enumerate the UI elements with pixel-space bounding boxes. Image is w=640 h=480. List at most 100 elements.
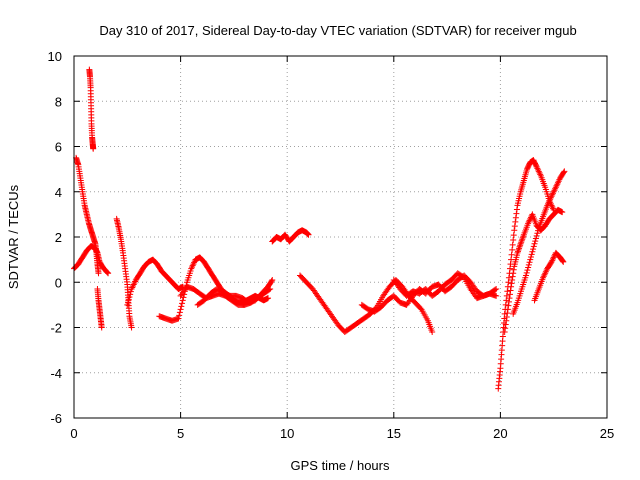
data-point xyxy=(530,246,537,253)
data-point xyxy=(527,256,534,263)
data-point xyxy=(127,288,134,295)
data-point xyxy=(510,266,517,273)
y-tick-label: 8 xyxy=(55,94,62,109)
data-point xyxy=(532,235,539,242)
data-point xyxy=(429,329,436,336)
data-point xyxy=(502,301,509,308)
data-point xyxy=(504,310,511,317)
plot-frame xyxy=(73,55,608,419)
series-arc-09 xyxy=(194,276,276,308)
y-tick-label: -4 xyxy=(50,366,62,381)
data-point xyxy=(547,260,554,267)
x-tick-label: 5 xyxy=(177,426,184,441)
data-point xyxy=(511,223,518,230)
data-point xyxy=(532,238,539,245)
series-arc-02 xyxy=(73,154,102,277)
data-point xyxy=(512,218,519,225)
data-point xyxy=(529,248,536,255)
series-arc-05 xyxy=(113,215,135,331)
data-point xyxy=(520,233,527,240)
data-point xyxy=(511,227,518,234)
data-point xyxy=(501,310,508,317)
y-axis-label: SDTVAR / TECUs xyxy=(6,184,21,289)
chart-title: Day 310 of 2017, Sidereal Day-to-day VTE… xyxy=(99,23,576,38)
data-point xyxy=(512,214,519,221)
y-tick-label: -2 xyxy=(50,321,62,336)
data-point xyxy=(560,258,567,265)
data-point xyxy=(305,231,312,238)
data-point xyxy=(535,227,542,234)
data-point xyxy=(176,312,183,319)
data-point xyxy=(509,276,516,283)
data-point xyxy=(506,291,513,298)
data-point xyxy=(534,230,541,237)
data-point xyxy=(561,168,568,175)
axis-ticks: 0 5 10 15 20 25 -6 -4 -2 0 2 4 6 8 10 xyxy=(48,49,615,441)
data-point xyxy=(176,309,183,316)
data-point xyxy=(508,283,515,290)
series-arc-03 xyxy=(86,66,97,152)
data-point xyxy=(503,313,510,320)
data-point xyxy=(513,210,520,217)
data-point xyxy=(525,261,532,268)
data-point xyxy=(506,265,513,272)
data-point xyxy=(128,324,135,331)
x-tick-label: 10 xyxy=(280,426,294,441)
data-point xyxy=(516,243,523,250)
series-arc-17 xyxy=(531,249,567,304)
series-arc-06 xyxy=(124,256,186,308)
y-tick-label: 10 xyxy=(48,49,62,64)
data-point xyxy=(502,321,509,328)
data-point xyxy=(417,305,424,312)
data-point xyxy=(523,269,530,276)
data-point xyxy=(533,232,540,239)
data-point xyxy=(530,243,537,250)
data-point xyxy=(522,272,529,279)
series-arc-13 xyxy=(390,270,500,302)
data-point xyxy=(510,232,517,239)
data-point xyxy=(531,240,538,247)
data-point xyxy=(95,270,102,277)
data-point xyxy=(125,296,132,303)
data-point xyxy=(559,258,566,265)
data-point xyxy=(505,279,512,286)
data-point xyxy=(510,270,517,277)
data-point xyxy=(505,298,512,305)
data-point xyxy=(518,237,525,244)
data-point xyxy=(125,299,132,306)
data-point xyxy=(505,274,512,281)
data-point xyxy=(513,206,520,213)
data-point xyxy=(533,162,540,169)
y-tick-label: 4 xyxy=(55,185,62,200)
data-point xyxy=(509,246,516,253)
data-point xyxy=(525,264,532,271)
data-point xyxy=(269,276,276,283)
data-points xyxy=(71,66,568,392)
data-point xyxy=(508,280,515,287)
data-point xyxy=(510,237,517,244)
data-point xyxy=(179,300,186,307)
y-tick-label: -6 xyxy=(50,411,62,426)
data-point xyxy=(492,286,499,293)
series-arc-01 xyxy=(71,243,112,277)
data-point xyxy=(506,295,513,302)
series-arc-04 xyxy=(94,286,105,331)
data-point xyxy=(508,251,515,258)
data-point xyxy=(502,325,509,332)
data-point xyxy=(509,241,516,248)
series-arc-16 xyxy=(510,168,568,317)
data-point xyxy=(560,169,567,176)
data-point xyxy=(493,292,500,299)
x-tick-label: 0 xyxy=(70,426,77,441)
data-point xyxy=(175,315,182,322)
data-point xyxy=(526,259,533,266)
data-point xyxy=(177,306,184,313)
data-point xyxy=(90,145,97,152)
x-tick-label: 20 xyxy=(493,426,507,441)
data-point xyxy=(515,246,522,253)
x-tick-label: 15 xyxy=(387,426,401,441)
series-arc-10 xyxy=(269,227,312,245)
data-point xyxy=(516,245,523,252)
data-point xyxy=(268,278,275,285)
